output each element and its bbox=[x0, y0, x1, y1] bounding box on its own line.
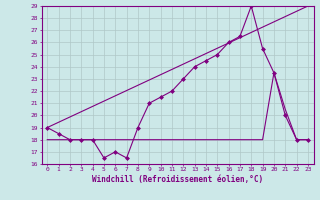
X-axis label: Windchill (Refroidissement éolien,°C): Windchill (Refroidissement éolien,°C) bbox=[92, 175, 263, 184]
